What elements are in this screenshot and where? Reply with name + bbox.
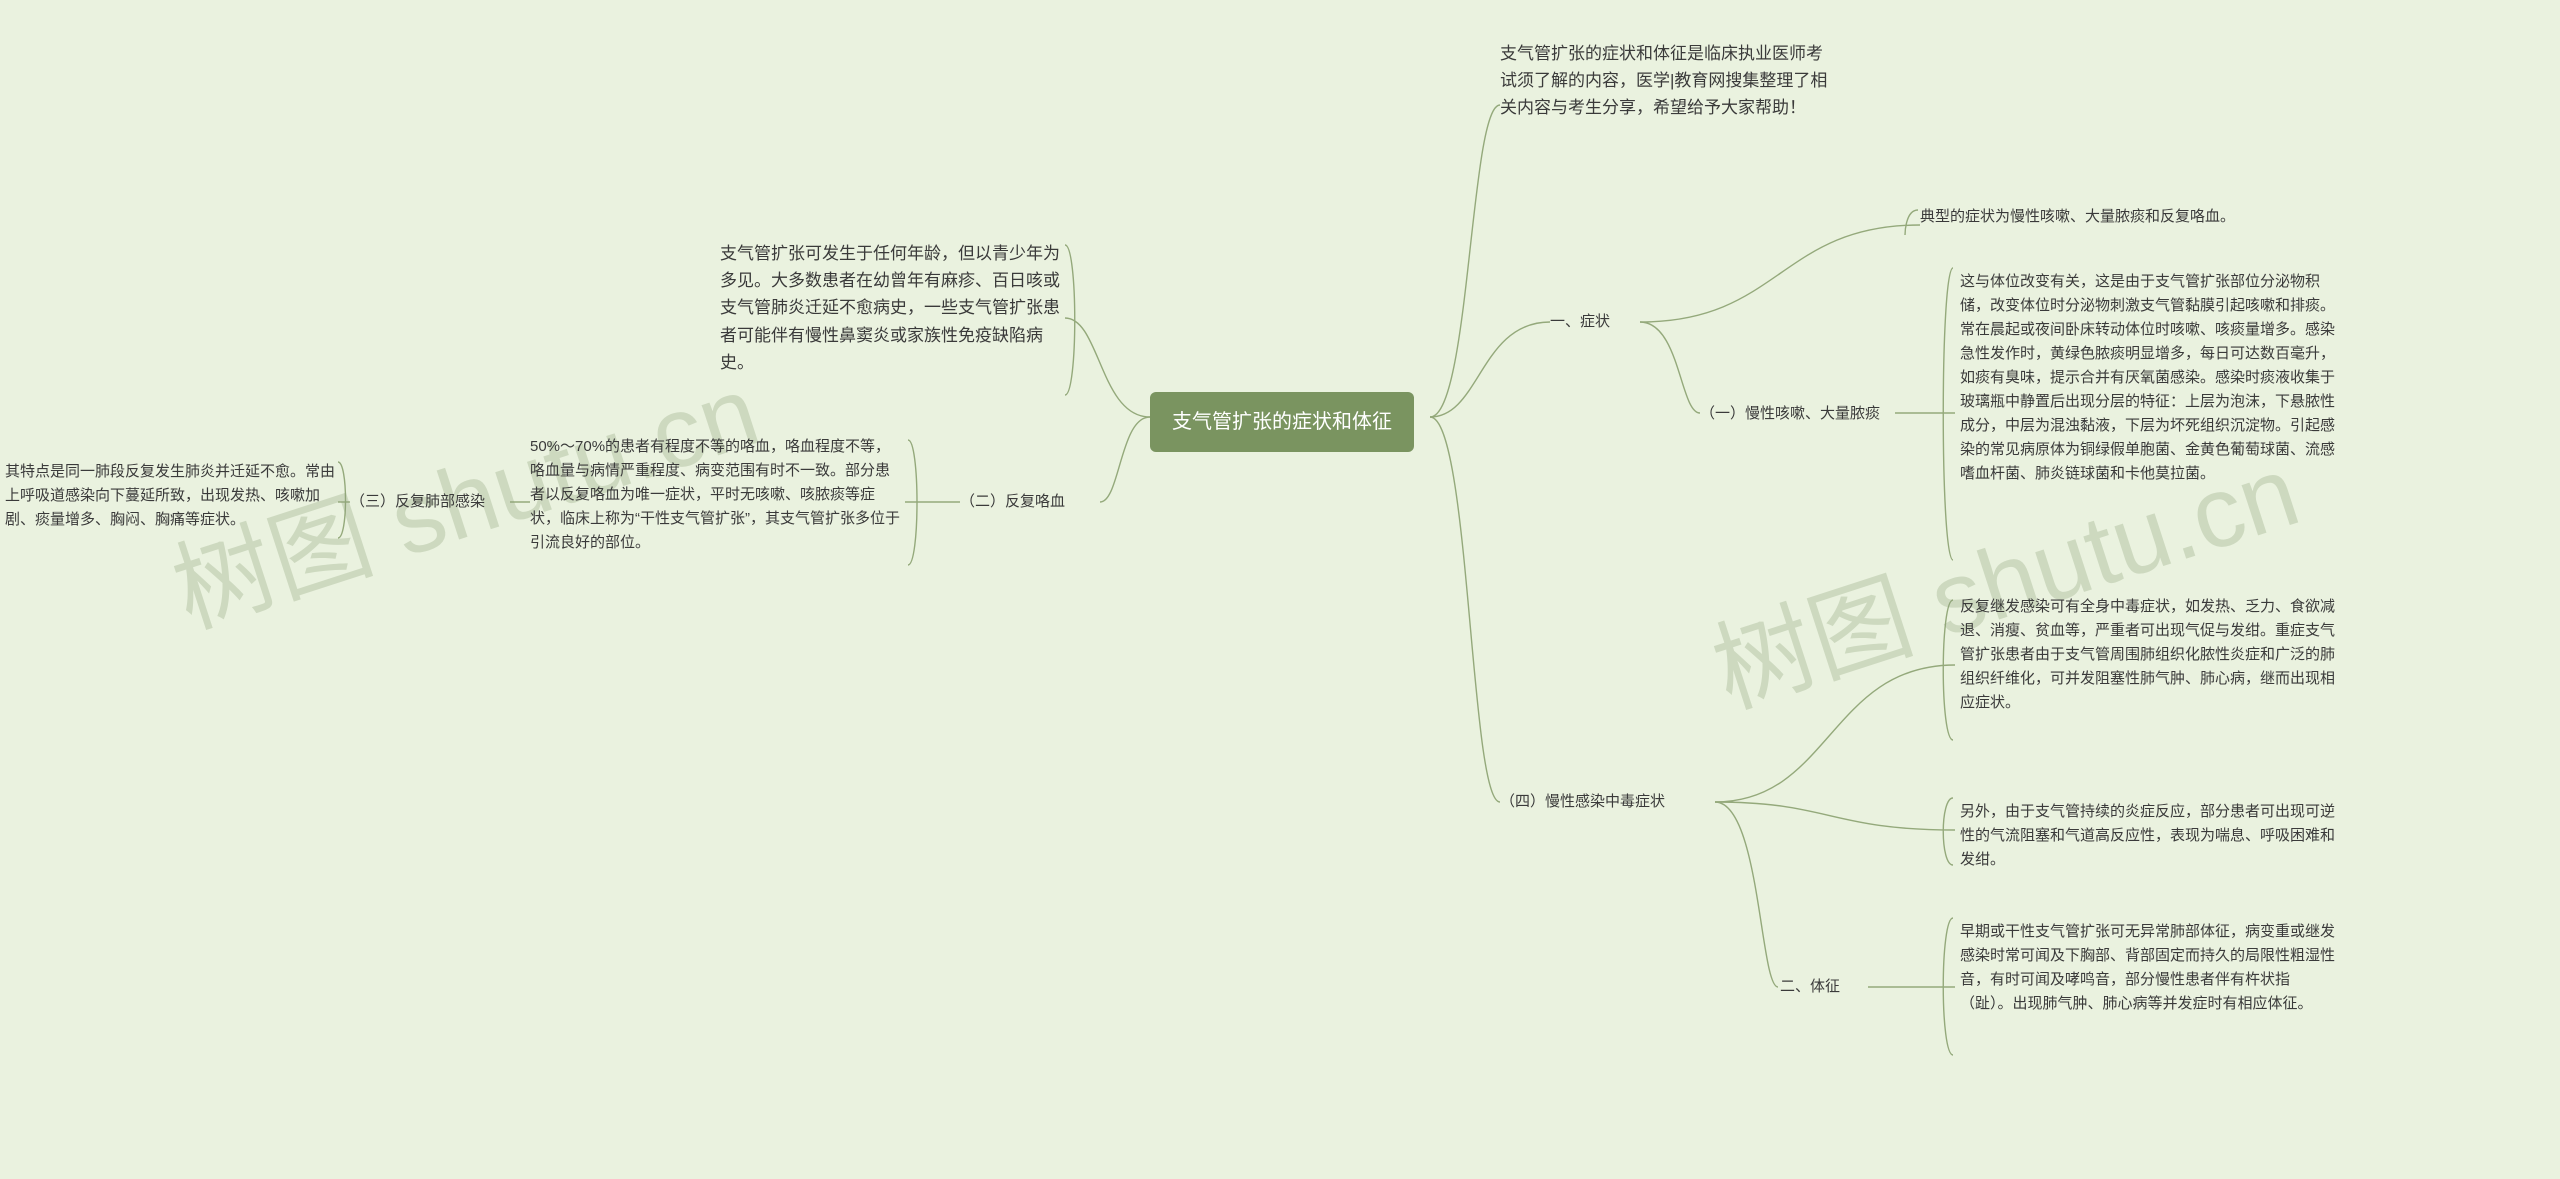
node-chronic-cough[interactable]: （一）慢性咳嗽、大量脓痰 — [1700, 402, 1910, 426]
root-label: 支气管扩张的症状和体征 — [1172, 411, 1392, 433]
node-symptoms-heading[interactable]: 一、症状 — [1550, 310, 1660, 334]
node-chronic-infection[interactable]: （四）慢性感染中毒症状 — [1500, 790, 1720, 814]
node-chronic-cough-detail: 这与体位改变有关，这是由于支气管扩张部位分泌物积储，改变体位时分泌物刺激支气管黏… — [1960, 270, 2340, 486]
node-reversible-obstruction: 另外，由于支气管持续的炎症反应，部分患者可出现可逆性的气流阻塞和气道高反应性，表… — [1960, 800, 2340, 872]
mindmap-canvas: 树图 shutu.cn 树图 shutu.cn 支气管扩张的症状和体征 支气管扩… — [0, 0, 2560, 1179]
node-lung-infection-detail: 其特点是同一肺段反复发生肺炎并迁延不愈。常由上呼吸道感染向下蔓延所致，出现发热、… — [5, 460, 335, 532]
node-hemoptysis-detail: 50%～70%的患者有程度不等的咯血，咯血程度不等，咯血量与病情严重程度、病变范… — [530, 435, 900, 555]
node-hemoptysis[interactable]: （二）反复咯血 — [960, 490, 1110, 514]
node-repeated-infection-detail: 反复继发感染可有全身中毒症状，如发热、乏力、食欲减退、消瘦、贫血等，严重者可出现… — [1960, 595, 2340, 715]
node-signs-detail: 早期或干性支气管扩张可无异常肺部体征，病变重或继发感染时常可闻及下胸部、背部固定… — [1960, 920, 2340, 1016]
right-intro-paragraph: 支气管扩张的症状和体征是临床执业医师考试须了解的内容，医学|教育网搜集整理了相关… — [1500, 40, 1830, 122]
root-node[interactable]: 支气管扩张的症状和体征 — [1150, 392, 1414, 452]
node-lung-infection[interactable]: （三）反复肺部感染 — [350, 490, 515, 514]
node-typical-symptom: 典型的症状为慢性咳嗽、大量脓痰和反复咯血。 — [1920, 205, 2260, 229]
node-any-age: 支气管扩张可发生于任何年龄，但以青少年为多见。大多数患者在幼曾年有麻疹、百日咳或… — [720, 240, 1060, 376]
node-signs-heading[interactable]: 二、体征 — [1780, 975, 1880, 999]
